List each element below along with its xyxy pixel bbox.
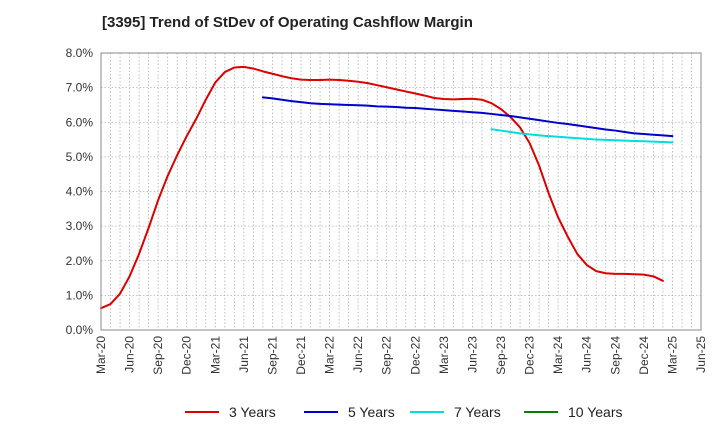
legend-swatch: [304, 411, 338, 413]
x-tick-label: Dec-24: [637, 336, 651, 375]
legend-item: 10 Years: [524, 404, 623, 420]
y-tick-label: 6.0%: [66, 115, 94, 129]
y-tick-label: 8.0%: [66, 46, 94, 60]
x-tick-label: Jun-20: [123, 336, 137, 373]
y-tick-label: 0.0%: [66, 323, 94, 337]
legend-item: 3 Years: [185, 404, 276, 420]
x-tick-label: Mar-23: [437, 336, 451, 374]
x-tick-label: Jun-24: [580, 336, 594, 373]
x-tick-label: Mar-22: [323, 336, 337, 374]
y-tick-label: 3.0%: [66, 219, 94, 233]
x-tick-label: Jun-25: [694, 336, 708, 373]
series-lines: [100, 65, 674, 310]
series-line-5-years: [261, 96, 674, 138]
x-tick-label: Dec-20: [180, 336, 194, 375]
x-tick-label: Sep-24: [608, 336, 622, 375]
legend-item: 5 Years: [304, 404, 395, 420]
series-line-3-years: [100, 65, 664, 310]
x-tick-label: Sep-21: [265, 336, 279, 375]
legend-swatch: [524, 411, 558, 413]
y-tick-label: 1.0%: [66, 288, 94, 302]
legend: 3 Years 5 Years 7 Years 10 Years: [0, 404, 720, 426]
x-tick-label: Jun-21: [237, 336, 251, 373]
legend-label: 7 Years: [454, 404, 501, 420]
legend-label: 5 Years: [348, 404, 395, 420]
x-tick-label: Dec-22: [408, 336, 422, 375]
y-tick-label: 7.0%: [66, 81, 94, 95]
x-tick-label: Dec-23: [523, 336, 537, 375]
series-line-7-years: [490, 128, 674, 144]
y-tick-label: 5.0%: [66, 150, 94, 164]
y-tick-label: 4.0%: [66, 185, 94, 199]
x-tick-label: Mar-20: [94, 336, 108, 374]
x-tick-label: Jun-22: [351, 336, 365, 373]
x-axis-ticks: Mar-20 Jun-20 Sep-20 Dec-20 Mar-21 Jun-21 Sep-…: [94, 336, 708, 375]
legend-label: 3 Years: [229, 404, 276, 420]
legend-item: 7 Years: [410, 404, 501, 420]
x-tick-label: Mar-25: [665, 336, 679, 374]
x-tick-label: Sep-20: [151, 336, 165, 375]
chart-title: [3395] Trend of StDev of Operating Cashf…: [102, 14, 473, 31]
plot-area: [101, 53, 701, 330]
x-tick-label: Sep-22: [380, 336, 394, 375]
x-tick-label: Mar-21: [208, 336, 222, 374]
legend-swatch: [185, 411, 219, 413]
x-tick-label: Jun-23: [465, 336, 479, 373]
legend-swatch: [410, 411, 444, 413]
x-tick-label: Dec-21: [294, 336, 308, 375]
x-tick-label: Sep-23: [494, 336, 508, 375]
x-tick-label: Mar-24: [551, 336, 565, 374]
legend-label: 10 Years: [568, 404, 623, 420]
y-axis-ticks: 0.0% 1.0% 2.0% 3.0% 4.0% 5.0% 6.0% 7.0% 8.0%: [66, 46, 94, 337]
plot-border: [100, 52, 702, 331]
y-tick-label: 2.0%: [66, 254, 94, 268]
